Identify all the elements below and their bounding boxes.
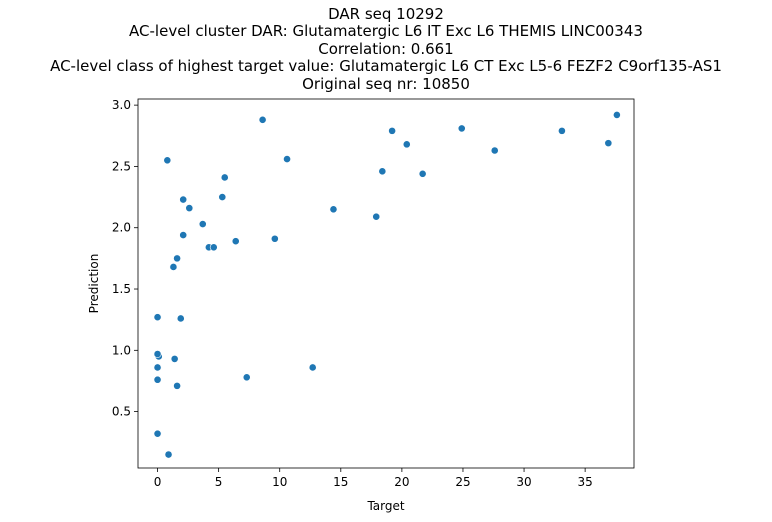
data-point [612, 111, 621, 119]
points-layer [153, 111, 621, 459]
data-point [402, 140, 411, 149]
plot-frame [137, 98, 635, 469]
data-point [283, 155, 291, 163]
title-line-1: DAR seq 10292 [328, 5, 444, 23]
title-line-4: AC-level class of highest target value: … [50, 57, 722, 76]
x-tick-label: 10 [272, 475, 287, 489]
data-point [418, 169, 427, 178]
x-tick-label: 0 [154, 475, 162, 489]
data-point [457, 124, 466, 133]
title-line-5: Original seq nr: 10850 [302, 74, 470, 93]
y-tick-label: 1.0 [112, 343, 131, 357]
data-point [372, 212, 381, 221]
data-point [179, 231, 188, 239]
data-point [153, 375, 162, 384]
y-tick-label: 2.5 [112, 159, 131, 173]
data-point [218, 193, 227, 201]
data-point [329, 205, 338, 214]
data-point [153, 429, 162, 438]
x-tick-label: 20 [394, 475, 409, 489]
data-point [198, 220, 207, 228]
chart-title: DAR seq 10292 AC-level cluster DAR: Glut… [0, 5, 772, 93]
data-point [173, 254, 181, 263]
x-tick-label: 5 [215, 475, 223, 489]
data-point [270, 234, 279, 243]
data-point [179, 195, 188, 204]
x-axis-label: Target [366, 499, 404, 513]
data-point [378, 167, 387, 176]
title-line-3: Correlation: 0.661 [318, 39, 454, 58]
y-tick-label: 0.5 [112, 405, 131, 419]
x-tick-label: 25 [455, 475, 470, 489]
data-point [209, 243, 218, 252]
data-point [242, 373, 251, 382]
data-point [153, 313, 162, 322]
data-point [490, 146, 499, 155]
x-tick-label: 35 [577, 475, 592, 489]
data-point [153, 363, 162, 372]
x-tick-label: 30 [516, 475, 531, 489]
data-point [176, 314, 185, 323]
data-point [173, 381, 181, 390]
data-point [308, 363, 317, 372]
x-tick-label: 15 [333, 475, 348, 489]
data-point [163, 156, 172, 165]
data-point [220, 173, 229, 182]
y-axis-label: Prediction [87, 254, 101, 314]
data-point [388, 126, 397, 135]
data-point [558, 126, 566, 135]
title-line-2: AC-level cluster DAR: Glutamatergic L6 I… [129, 22, 643, 41]
data-point [153, 350, 162, 358]
y-tick-label: 2.0 [112, 221, 131, 235]
data-point [185, 204, 194, 213]
data-point [604, 139, 613, 148]
y-tick-label: 1.5 [112, 282, 131, 296]
data-point [231, 237, 240, 246]
data-point [170, 354, 179, 363]
y-axis: 0.5 1.0 1.5 2.0 2.5 3.0 [112, 98, 138, 419]
data-point [164, 450, 173, 459]
y-tick-label: 3.0 [112, 98, 131, 112]
data-point [258, 115, 267, 124]
data-point [169, 263, 178, 271]
x-axis: 0 5 10 15 20 25 30 35 [154, 468, 593, 489]
